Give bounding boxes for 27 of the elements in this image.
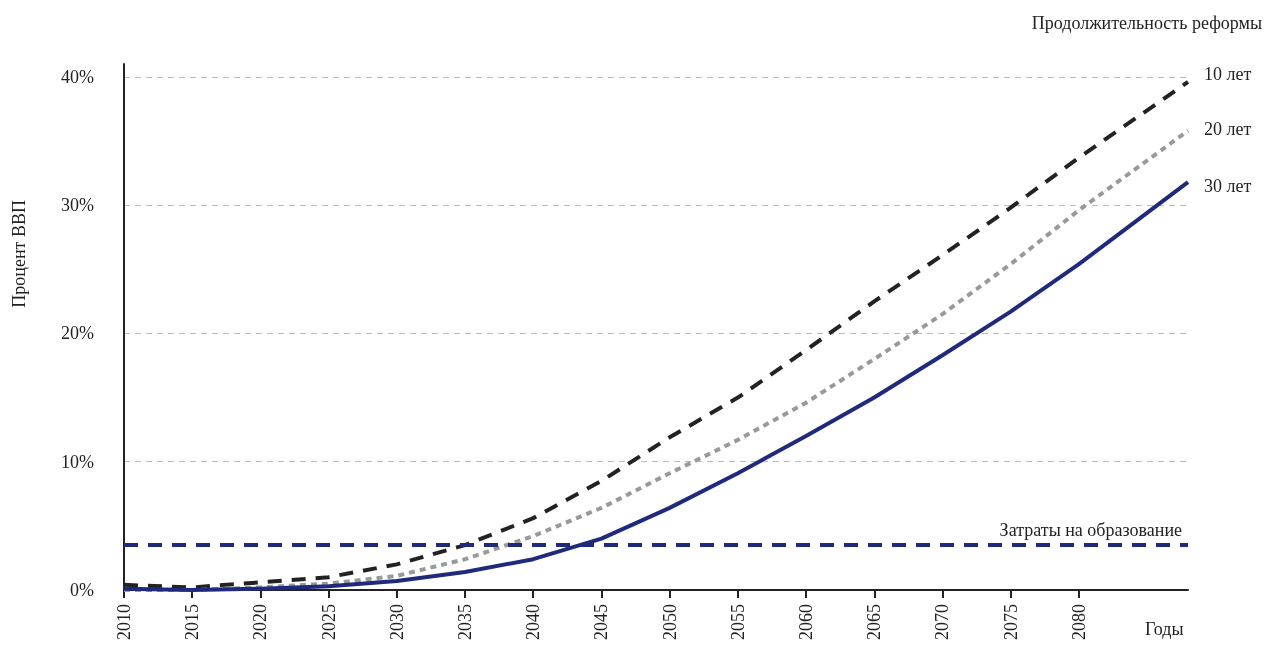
y-tick-label: 0% [70,580,94,600]
y-tick-label: 20% [61,323,94,344]
y-tick-label: 30% [61,195,94,216]
x-tick-label: 2045 [591,604,612,640]
x-tick-label: 2055 [727,604,748,640]
y-tick-label: 40% [61,66,94,87]
legend-title: Продолжительность реформы [1031,13,1262,33]
series-label: 10 лет [1204,63,1252,84]
x-axis-title: Годы [1145,619,1184,639]
x-tick-label: 2065 [864,604,885,640]
x-tick-label: 2070 [932,604,953,640]
x-tick-label: 2080 [1068,604,1089,640]
x-tick-label: 2050 [659,604,680,640]
x-tick-label: 2025 [318,604,339,640]
x-tick-label: 2015 [182,604,203,640]
x-tick-label: 2035 [455,604,476,640]
x-tick-label: 2010 [114,604,134,640]
x-tick-label: 2075 [1000,604,1021,640]
x-tick-label: 2030 [386,604,407,640]
x-tick-label: 2040 [523,604,544,640]
y-tick-label: 10% [61,451,94,472]
series-label: 30 лет [1204,176,1252,197]
ref-line-label: Затраты на образование [999,520,1183,541]
series-label: 20 лет [1204,118,1252,139]
x-tick-label: 2020 [250,604,271,640]
y-axis-title: Процент ВВП [9,199,29,308]
x-tick-label: 2060 [796,604,817,640]
